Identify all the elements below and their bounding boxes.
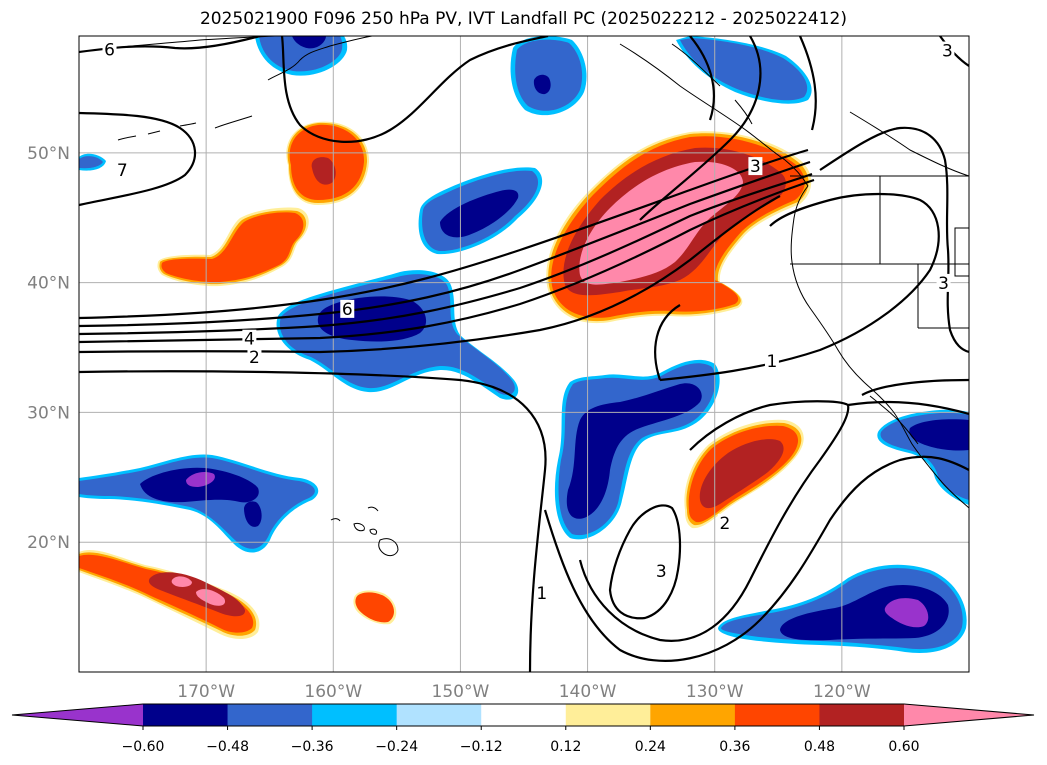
contour-label: 1 bbox=[767, 352, 778, 372]
lon-tick-label: 140°W bbox=[559, 682, 617, 702]
lon-tick-label: 150°W bbox=[432, 682, 490, 702]
lon-tick-label: 170°W bbox=[177, 682, 235, 702]
colorbar-tick-label: 0.48 bbox=[804, 739, 835, 755]
contour-label: 3 bbox=[656, 562, 667, 582]
colorbar-tick-label: −0.36 bbox=[291, 739, 334, 755]
lat-tick-labels: 50°N 40°N 30°N 20°N bbox=[27, 144, 70, 553]
lat-tick-label: 40°N bbox=[27, 274, 70, 294]
contour-label: 3 bbox=[750, 157, 761, 177]
contour-label: 3 bbox=[942, 42, 953, 62]
lat-tick-label: 20°N bbox=[27, 533, 70, 553]
contour-label-bg bbox=[340, 299, 355, 318]
contour-label-bg bbox=[654, 562, 669, 581]
colorbar-segment bbox=[312, 704, 398, 726]
plot-area bbox=[79, 36, 969, 672]
ivt-contours bbox=[79, 36, 969, 672]
colorbar-segment bbox=[143, 704, 229, 726]
colorbar-tick-label: −0.12 bbox=[460, 739, 503, 755]
contour-label-bg bbox=[936, 273, 951, 292]
colorbar-segment bbox=[819, 704, 905, 726]
contour-label: 4 bbox=[244, 330, 255, 350]
contour-label-bg bbox=[717, 514, 732, 533]
neg-blob-subtropical bbox=[554, 359, 720, 540]
contour-label: 3 bbox=[938, 274, 949, 294]
lat-tick-label: 50°N bbox=[27, 144, 70, 164]
colorbar-tick-labels: −0.60 −0.48 −0.36 −0.24 −0.12 0.12 0.24 0.36 0.4… bbox=[122, 726, 920, 755]
contour-label-bg bbox=[247, 347, 262, 366]
colorbar-segment bbox=[227, 704, 313, 726]
coastlines bbox=[79, 36, 969, 557]
lat-tick-label: 30°N bbox=[27, 403, 70, 423]
pos-blob-west-pacific bbox=[157, 207, 309, 287]
contour-label-bg bbox=[115, 160, 130, 179]
map-title: 2025021900 F096 250 hPa PV, IVT Landfall… bbox=[199, 9, 847, 29]
neg-blob-alaska-west bbox=[255, 36, 348, 76]
colorbar-tick-label: 0.24 bbox=[635, 739, 666, 755]
contour-label-bg bbox=[102, 40, 117, 59]
pos-blob-atmospheric-river bbox=[546, 131, 812, 324]
contour-label: 1 bbox=[536, 584, 547, 604]
contour-label: 2 bbox=[249, 348, 260, 368]
contour-label: 2 bbox=[719, 514, 730, 534]
neg-blob-gulf-alaska bbox=[510, 36, 587, 116]
colorbar-tick-label: −0.48 bbox=[206, 739, 249, 755]
contour-label: 6 bbox=[342, 300, 353, 320]
colorbar-segment bbox=[481, 704, 567, 726]
colorbar bbox=[11, 703, 1035, 727]
colorbar-segment bbox=[650, 704, 736, 726]
contour-label: 6 bbox=[104, 40, 115, 60]
pv-shading bbox=[79, 36, 969, 653]
pos-blob-small bbox=[353, 590, 397, 625]
colorbar-extend-high bbox=[904, 704, 1034, 726]
colorbar-segment bbox=[734, 704, 820, 726]
colorbar-tick-label: 0.60 bbox=[888, 739, 919, 755]
neg-blob-west-edge bbox=[79, 153, 106, 171]
lon-tick-labels: 170°W 160°W 150°W 140°W 130°W 120°W bbox=[177, 682, 871, 702]
contour-label-bg bbox=[748, 157, 763, 176]
neg-blob-bc-coast bbox=[676, 36, 812, 104]
contour-label-bg bbox=[764, 351, 779, 370]
colorbar-segment bbox=[396, 704, 482, 726]
colorbar-segment bbox=[565, 704, 651, 726]
lon-tick-label: 130°W bbox=[686, 682, 744, 702]
colorbar-tick-label: 0.36 bbox=[719, 739, 750, 755]
colorbar-tick-label: 0.12 bbox=[550, 739, 581, 755]
contour-label-bg bbox=[534, 584, 549, 603]
colorbar-tick-label: −0.60 bbox=[122, 739, 165, 755]
contour-label: 7 bbox=[117, 161, 128, 181]
colorbar-extend-low bbox=[12, 704, 143, 726]
neg-blob-north-pacific bbox=[418, 167, 543, 255]
lon-tick-label: 160°W bbox=[304, 682, 362, 702]
neg-blob-hawaii-west bbox=[79, 454, 319, 553]
plot-frame bbox=[78, 35, 970, 673]
contour-label-bg bbox=[242, 329, 257, 348]
colorbar-tick-label: −0.24 bbox=[375, 739, 418, 755]
contour-label-bg bbox=[940, 41, 955, 60]
lon-tick-label: 120°W bbox=[813, 682, 871, 702]
pos-blob-southwest bbox=[79, 549, 260, 639]
